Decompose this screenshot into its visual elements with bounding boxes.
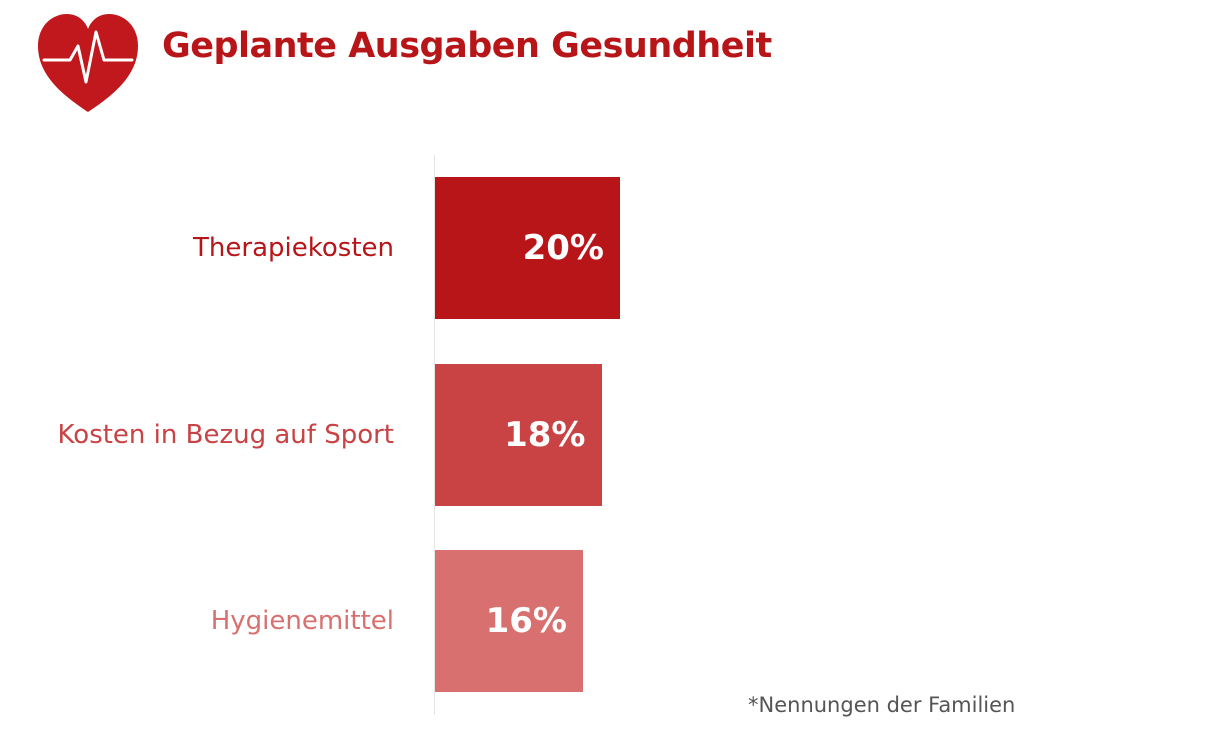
- heart-pulse-icon: [38, 14, 138, 112]
- bar-value-label: 18%: [504, 414, 586, 455]
- page-title: Geplante Ausgaben Gesundheit: [162, 26, 772, 66]
- category-label: Hygienemittel: [210, 606, 394, 636]
- bar: 16%: [435, 550, 583, 692]
- category-label: Kosten in Bezug auf Sport: [57, 419, 394, 450]
- bar-value-label: 20%: [522, 228, 604, 268]
- bar-value-label: 16%: [485, 601, 567, 641]
- bar: 20%: [435, 177, 620, 319]
- footnote: *Nennungen der Familien: [748, 693, 1016, 717]
- category-label: Therapiekosten: [193, 233, 394, 263]
- axis-line: [434, 155, 435, 715]
- bar: 18%: [435, 363, 602, 506]
